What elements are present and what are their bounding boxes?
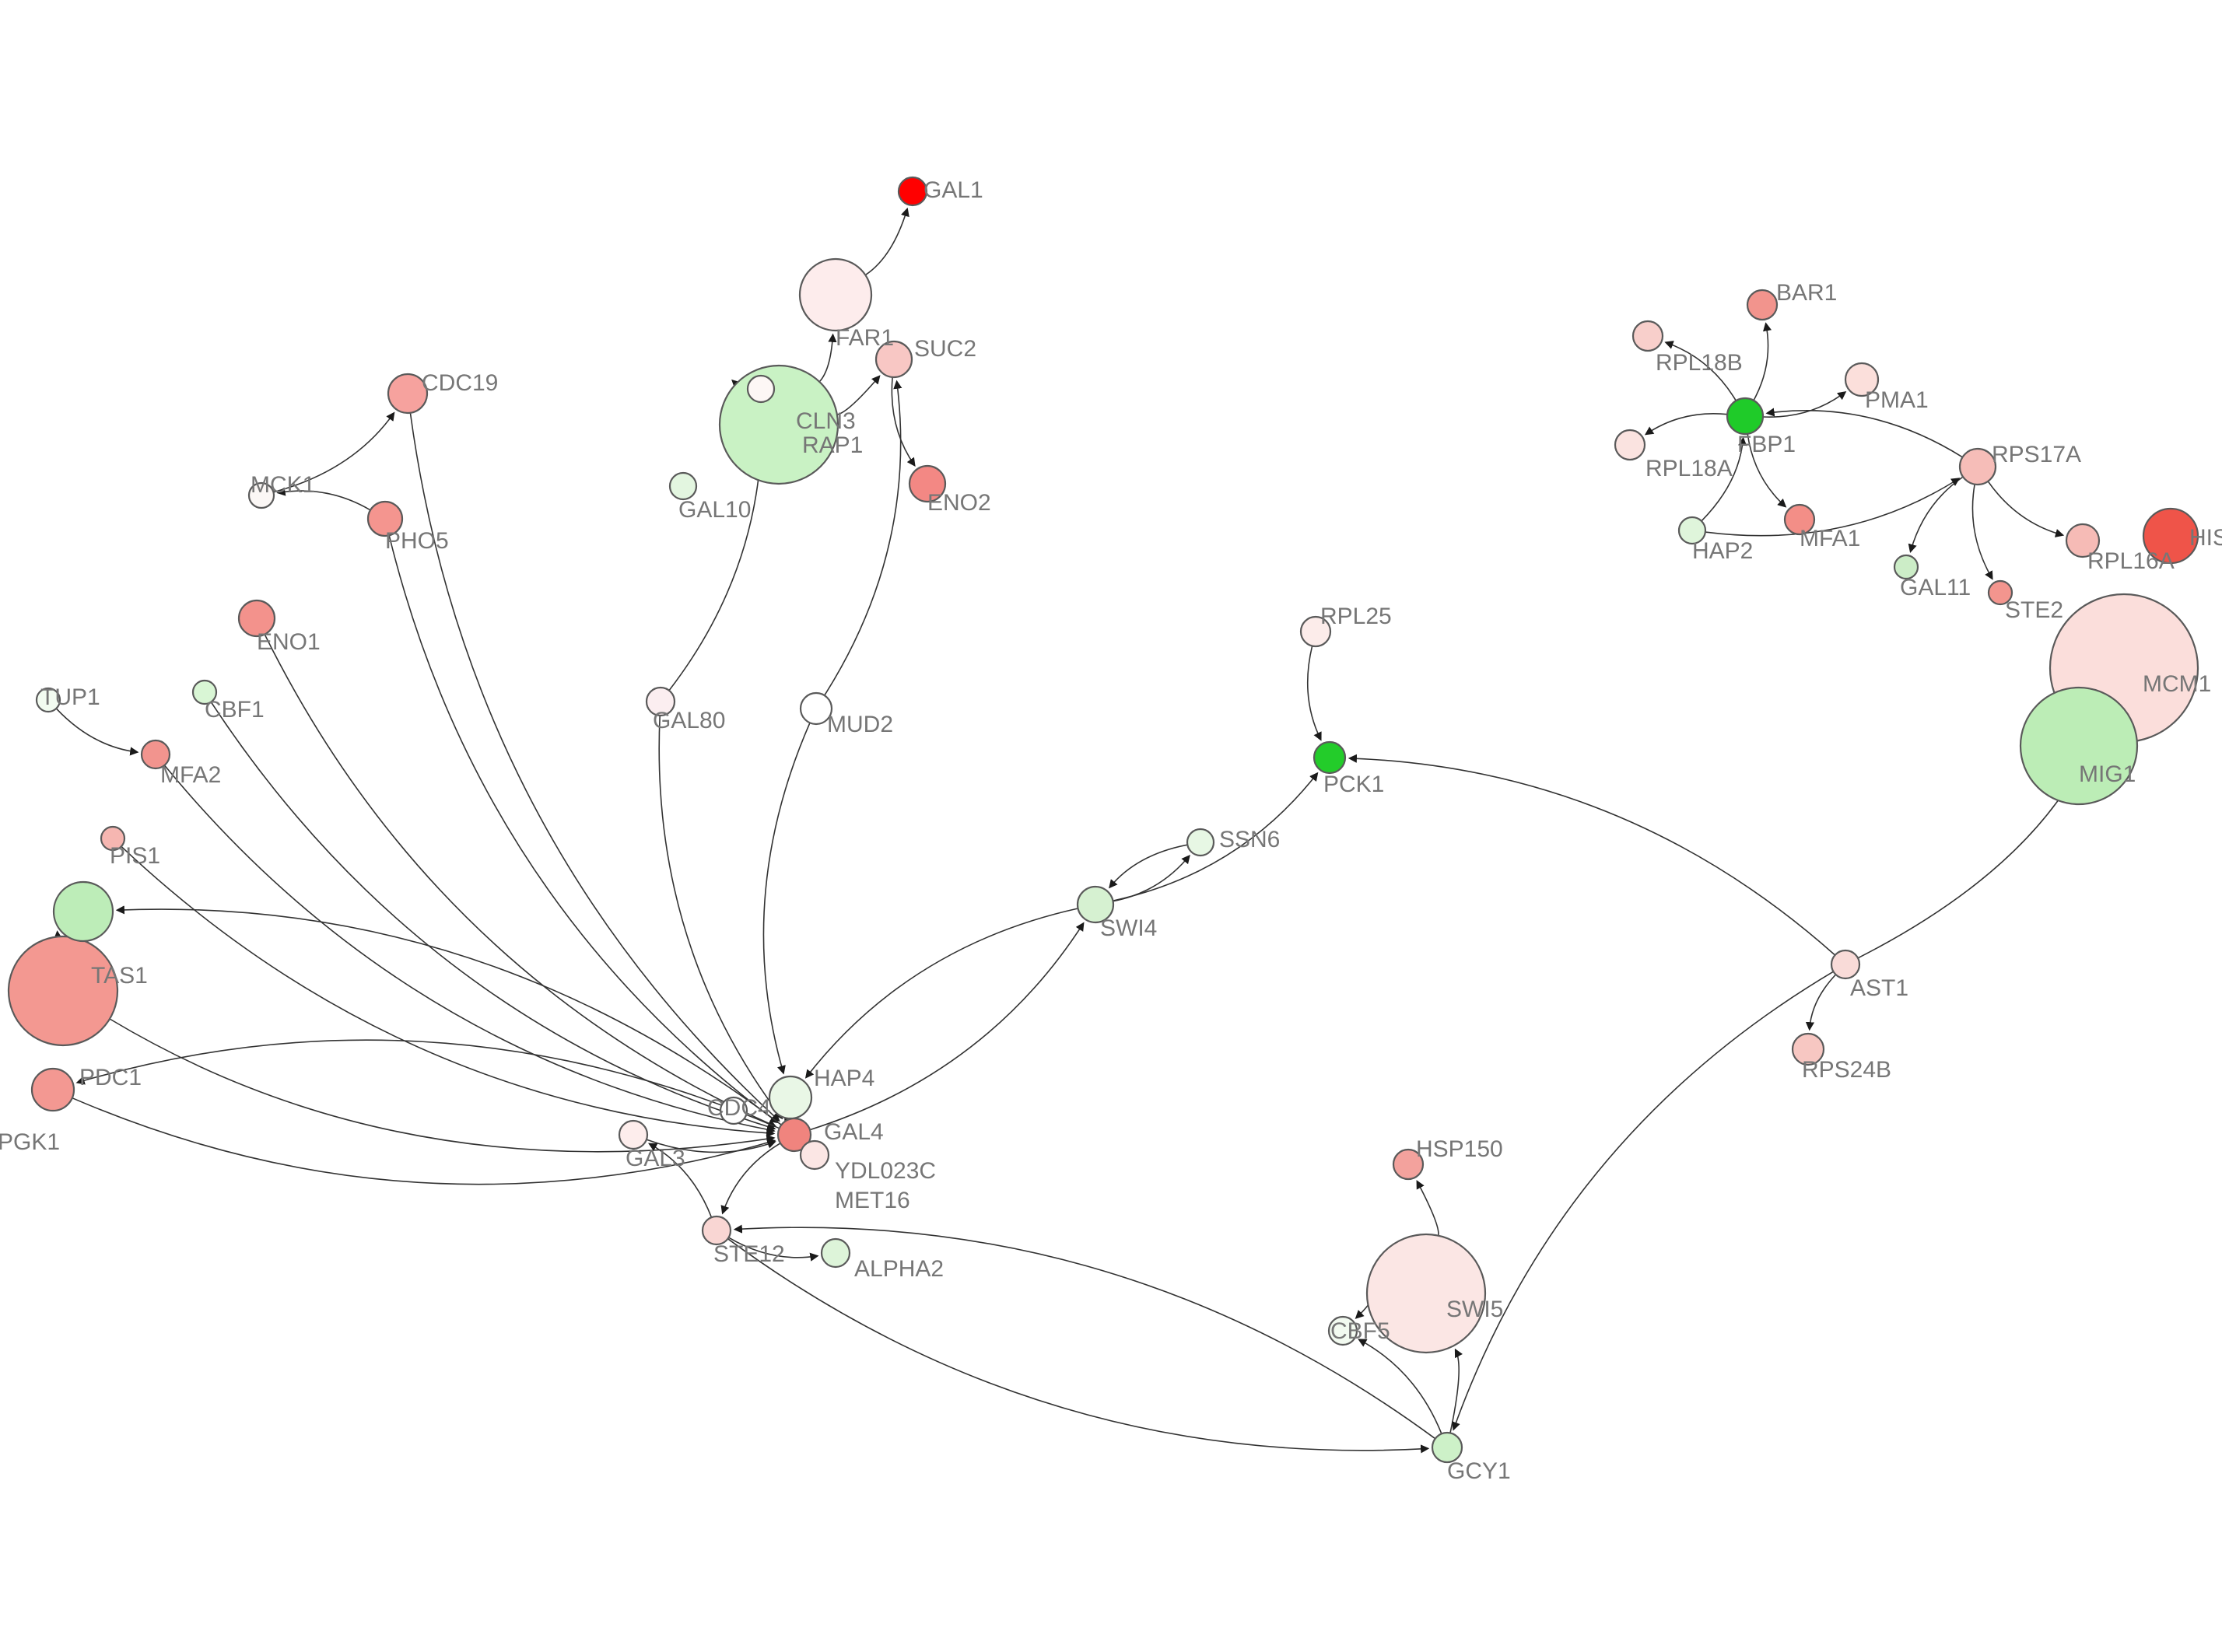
svg-text:TAS1: TAS1 xyxy=(91,963,148,989)
svg-text:RPS24B: RPS24B xyxy=(1802,1057,1891,1083)
svg-text:PIS1: PIS1 xyxy=(110,843,160,869)
svg-text:RPL18A: RPL18A xyxy=(1645,456,1733,481)
svg-text:RPS17A: RPS17A xyxy=(1992,442,2081,467)
svg-text:GAL10: GAL10 xyxy=(678,497,751,523)
svg-text:GAL3: GAL3 xyxy=(626,1146,685,1171)
svg-text:GCY1: GCY1 xyxy=(1447,1458,1511,1484)
svg-text:STE12: STE12 xyxy=(713,1241,785,1267)
svg-text:PMA1: PMA1 xyxy=(1865,387,1929,413)
svg-text:ALPHA2: ALPHA2 xyxy=(854,1256,944,1282)
svg-text:HSP150: HSP150 xyxy=(1416,1136,1503,1162)
svg-text:SSN6: SSN6 xyxy=(1219,827,1280,852)
svg-text:SUC2: SUC2 xyxy=(914,336,976,362)
svg-text:GAL1: GAL1 xyxy=(923,177,983,203)
svg-text:HAP2: HAP2 xyxy=(1692,538,1753,564)
svg-text:AST1: AST1 xyxy=(1850,975,1908,1001)
svg-text:MCK1: MCK1 xyxy=(251,472,315,498)
svg-text:CDC4: CDC4 xyxy=(707,1095,771,1121)
svg-text:MUD2: MUD2 xyxy=(827,712,893,737)
svg-text:SWI4: SWI4 xyxy=(1100,915,1157,941)
svg-text:ENO1: ENO1 xyxy=(257,629,321,655)
svg-text:RPL16A: RPL16A xyxy=(2087,548,2175,574)
svg-text:PGK1: PGK1 xyxy=(0,1129,60,1155)
svg-text:MFA2: MFA2 xyxy=(160,762,221,788)
svg-text:RAP1: RAP1 xyxy=(802,432,863,458)
svg-text:HIS4: HIS4 xyxy=(2189,525,2222,551)
svg-text:RPL25: RPL25 xyxy=(1320,604,1392,629)
svg-text:CBF1: CBF1 xyxy=(205,697,265,723)
svg-text:GAL11: GAL11 xyxy=(1900,575,1971,600)
svg-text:MFA1: MFA1 xyxy=(1800,526,1860,551)
svg-text:HAP4: HAP4 xyxy=(814,1066,874,1091)
svg-text:GAL80: GAL80 xyxy=(653,708,725,733)
svg-text:STE2: STE2 xyxy=(2005,597,2063,623)
svg-text:PHO5: PHO5 xyxy=(385,528,449,554)
svg-text:SWI5: SWI5 xyxy=(1446,1297,1503,1322)
svg-text:FBP1: FBP1 xyxy=(1737,432,1796,457)
svg-text:CLN3: CLN3 xyxy=(796,408,856,434)
svg-text:FAR1: FAR1 xyxy=(836,325,894,351)
svg-text:CDC19: CDC19 xyxy=(422,370,498,396)
svg-text:PDC1: PDC1 xyxy=(79,1065,142,1090)
svg-text:TUP1: TUP1 xyxy=(40,684,100,710)
svg-text:PCK1: PCK1 xyxy=(1323,772,1384,797)
svg-text:MIG1: MIG1 xyxy=(2079,761,2136,787)
svg-text:ENO2: ENO2 xyxy=(927,490,991,516)
svg-text:RPL18B: RPL18B xyxy=(1656,350,1743,376)
svg-text:CBF5: CBF5 xyxy=(1330,1318,1390,1344)
svg-text:MCM1: MCM1 xyxy=(2143,671,2211,697)
svg-text:BAR1: BAR1 xyxy=(1776,280,1837,306)
svg-text:GAL4: GAL4 xyxy=(824,1119,884,1145)
